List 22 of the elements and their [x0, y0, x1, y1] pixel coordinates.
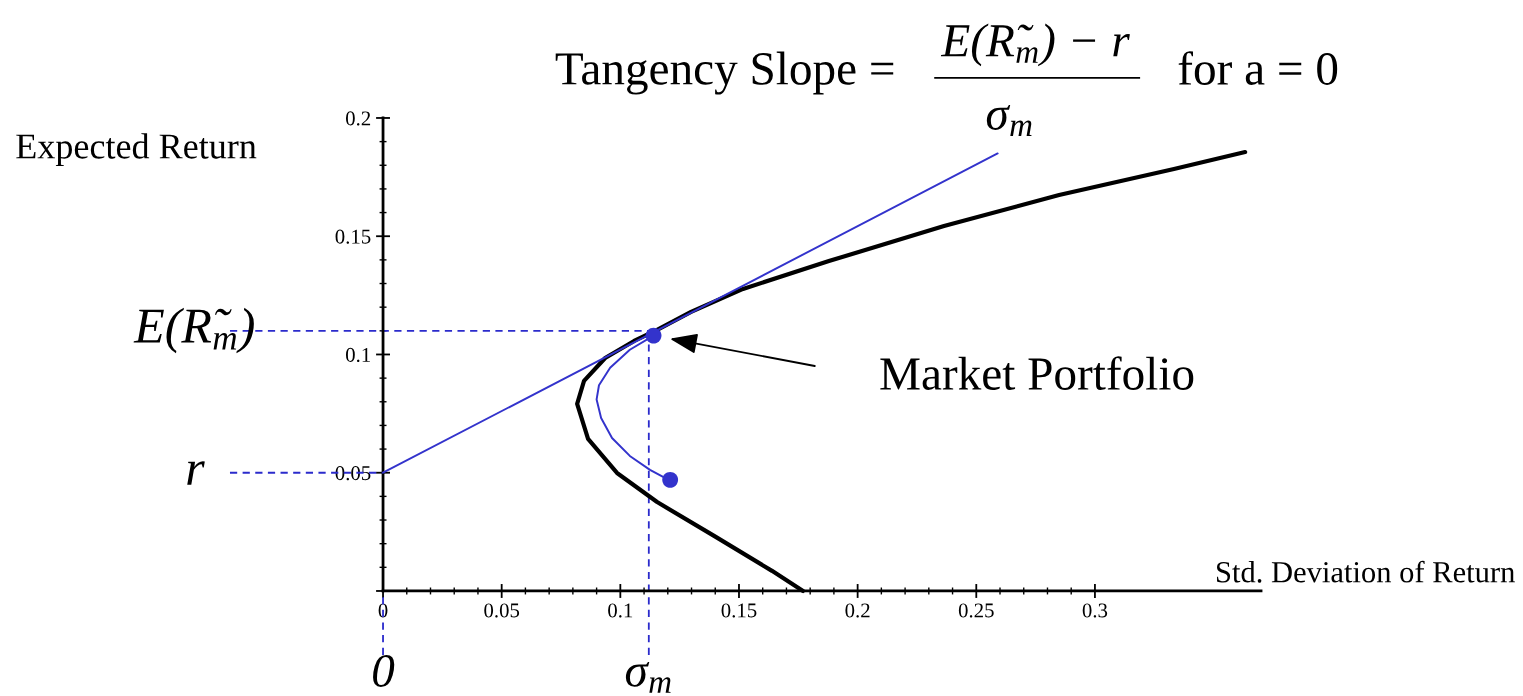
y-tick-label: 0.15: [335, 229, 371, 244]
x-tick-label: 0.15: [721, 603, 757, 618]
y-axis-title: Expected Return: [16, 133, 257, 167]
ref-line-label: E(R̃$_{m}$): [133, 307, 254, 354]
chart-title: Tangency Slope =: [555, 51, 894, 95]
annotation: Market Portfolio: [880, 356, 1194, 390]
ref-line-label: σ$_{m}$: [625, 661, 671, 693]
x-tick-label: 0: [378, 603, 388, 618]
x-tick-label: 0.05: [484, 603, 520, 618]
text: for a = 0: [1178, 51, 1338, 85]
x-tick-label: 0.3: [1082, 603, 1108, 618]
ref-line-label: r: [187, 461, 205, 485]
x-tick-label: 0.25: [958, 603, 994, 618]
y-tick-label: 0.05: [335, 466, 371, 481]
x-tick-label: 0.1: [608, 603, 633, 618]
y-tick-label: 0.2: [345, 111, 371, 126]
text: E(R̃$_{m}$) − r: [940, 23, 1130, 67]
annotation: σ$_{m}$: [986, 105, 1032, 136]
ref-line-label: 0: [373, 655, 395, 687]
y-tick-label: 0.1: [345, 347, 370, 362]
x-axis-title: Std. Deviation of Return: [1217, 560, 1515, 583]
x-tick-label: 0.2: [845, 603, 870, 618]
